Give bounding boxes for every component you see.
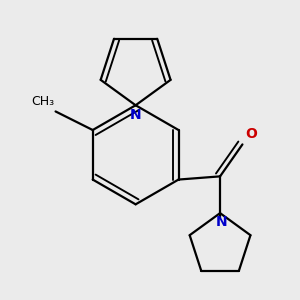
Text: CH₃: CH₃ <box>31 95 54 108</box>
Text: O: O <box>246 127 257 141</box>
Text: N: N <box>216 215 227 229</box>
Text: N: N <box>130 108 141 122</box>
